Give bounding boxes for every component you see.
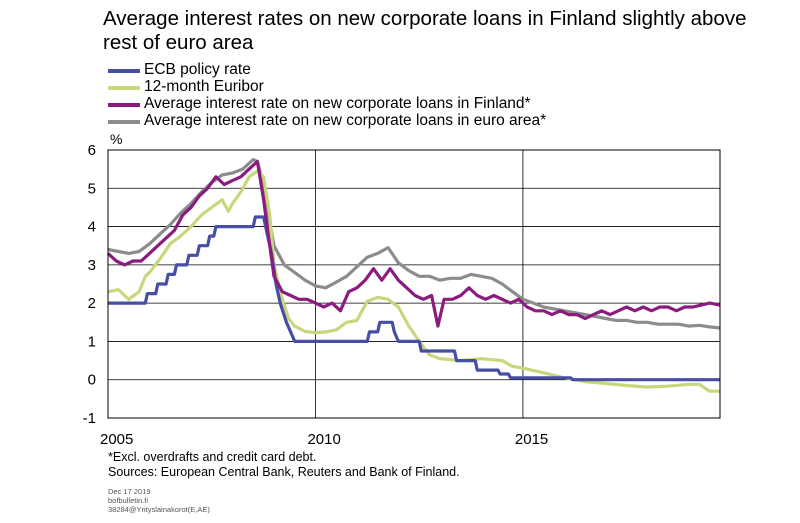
legend-swatch-ecb — [108, 69, 140, 73]
y-tick-label: 1 — [88, 333, 96, 350]
legend-swatch-euro-area — [108, 120, 140, 124]
y-tick-label: 6 — [88, 142, 96, 159]
chart-title: Average interest rates on new corporate … — [103, 7, 747, 54]
x-tick-label: 2015 — [515, 431, 548, 448]
series-line-3 — [107, 158, 721, 330]
chart-grid — [108, 150, 720, 418]
y-tick-label: 5 — [88, 180, 96, 197]
legend-swatch-finland — [108, 103, 140, 107]
y-tick-label: 3 — [88, 257, 96, 274]
x-tick-label: 2010 — [307, 431, 340, 448]
legend-label-ecb: ECB policy rate — [144, 61, 251, 78]
y-tick-label: 2 — [88, 295, 96, 312]
series-line-2 — [106, 159, 721, 328]
footnote-exclusions: *Excl. overdrafts and credit card debt. — [108, 450, 317, 464]
footnote-sources: Sources: European Central Bank, Reuters … — [108, 465, 460, 479]
y-tick-label: -1 — [83, 410, 96, 427]
meta-date: Dec 17 2019 — [108, 487, 151, 496]
meta-site: bofbulletin.fi — [108, 496, 149, 505]
chart-series — [106, 158, 721, 393]
meta-code: 38284@Yrityslainakorot(E,AE) — [108, 505, 210, 514]
x-axis-ticks: 2005 2010 2015 — [100, 431, 548, 448]
y-tick-label: 0 — [88, 372, 96, 389]
legend-swatch-euribor — [108, 86, 140, 90]
y-axis-unit-label: % — [110, 131, 122, 147]
series-line-0 — [108, 215, 720, 382]
legend-label-euro-area: Average interest rate on new corporate l… — [144, 112, 547, 129]
x-tick-label: 2005 — [100, 431, 133, 448]
legend-label-finland: Average interest rate on new corporate l… — [144, 95, 531, 112]
series-line-1 — [107, 169, 720, 393]
y-axis-ticks: -1 0 1 2 3 4 5 6 — [83, 142, 96, 427]
legend-label-euribor: 12-month Euribor — [144, 78, 264, 95]
plot-frame — [107, 149, 721, 419]
y-tick-label: 4 — [88, 219, 96, 236]
